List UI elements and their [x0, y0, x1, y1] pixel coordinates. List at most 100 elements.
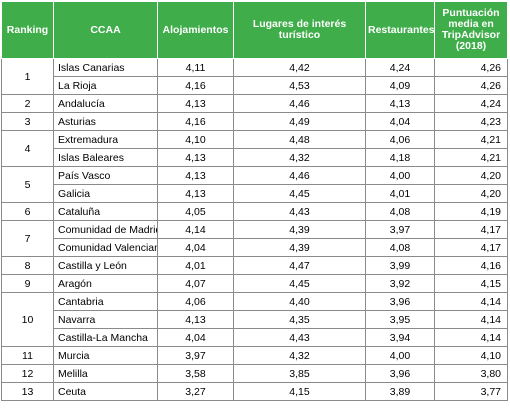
ccaa-cell: Ceuta [53, 382, 158, 401]
restaurantes-cell: 3,97 [365, 220, 435, 239]
table-row: 12 Melilla 3,58 3,85 3,96 3,80 [1, 364, 508, 383]
lugares-cell: 4,40 [233, 292, 366, 311]
lugares-cell: 4,45 [233, 184, 366, 203]
puntuacion-cell: 4,26 [434, 76, 508, 95]
ccaa-cell: Asturias [53, 112, 158, 131]
table-row: 11 Murcia 3,97 4,32 4,00 4,10 [1, 346, 508, 365]
ranking-cell: 1 [1, 58, 54, 95]
ccaa-cell: Aragón [53, 274, 158, 293]
table-row: La Rioja 4,16 4,53 4,09 4,26 [2, 76, 508, 95]
alojamientos-cell: 4,11 [157, 58, 234, 77]
restaurantes-cell: 3,89 [365, 382, 435, 401]
puntuacion-cell: 4,21 [434, 130, 508, 149]
header-lugares: Lugares de interés turístico [233, 1, 366, 59]
ranking-cell: 3 [1, 112, 54, 131]
table-row: 5 País Vasco 4,13 4,46 4,00 4,20 [1, 166, 508, 203]
alojamientos-cell: 4,07 [157, 274, 234, 293]
lugares-cell: 4,32 [233, 148, 366, 167]
restaurantes-cell: 3,96 [365, 292, 435, 311]
table-row: 8 Castilla y León 4,01 4,47 3,99 4,16 [1, 256, 508, 275]
alojamientos-cell: 4,16 [157, 112, 234, 131]
alojamientos-cell: 4,01 [157, 256, 234, 275]
restaurantes-cell: 4,13 [365, 94, 435, 113]
restaurantes-cell: 3,94 [365, 328, 435, 347]
ranking-cell: 11 [1, 346, 54, 365]
ccaa-cell: Castilla-La Mancha [53, 328, 158, 347]
table-row: Galicia 4,13 4,45 4,01 4,20 [2, 184, 508, 203]
alojamientos-cell: 4,06 [157, 292, 234, 311]
lugares-cell: 4,39 [233, 220, 366, 239]
ccaa-cell: Galicia [53, 184, 158, 203]
lugares-cell: 4,15 [233, 382, 366, 401]
puntuacion-cell: 4,14 [434, 328, 508, 347]
puntuacion-cell: 4,26 [434, 58, 508, 77]
alojamientos-cell: 4,10 [157, 130, 234, 149]
ccaa-cell: Castilla y León [53, 256, 158, 275]
puntuacion-cell: 4,20 [434, 184, 508, 203]
alojamientos-cell: 4,16 [157, 76, 234, 95]
ranking-table: Ranking CCAA Alojamientos Lugares de int… [1, 1, 508, 401]
alojamientos-cell: 3,58 [157, 364, 234, 383]
ccaa-cell: Islas Baleares [53, 148, 158, 167]
ccaa-cell: Extremadura [53, 130, 158, 149]
restaurantes-cell: 4,00 [365, 346, 435, 365]
puntuacion-cell: 4,24 [434, 94, 508, 113]
puntuacion-cell: 4,20 [434, 166, 508, 185]
restaurantes-cell: 4,06 [365, 130, 435, 149]
ccaa-cell: La Rioja [53, 76, 158, 95]
ranking-cell: 6 [1, 202, 54, 221]
puntuacion-cell: 4,17 [434, 238, 508, 257]
lugares-cell: 4,53 [233, 76, 366, 95]
puntuacion-cell: 4,23 [434, 112, 508, 131]
table-row: 1 Islas Canarias 4,11 4,42 4,24 4,26 [1, 58, 508, 95]
alojamientos-cell: 4,13 [157, 166, 234, 185]
alojamientos-cell: 4,05 [157, 202, 234, 221]
lugares-cell: 4,48 [233, 130, 366, 149]
restaurantes-cell: 4,24 [365, 58, 435, 77]
lugares-cell: 4,46 [233, 94, 366, 113]
table-row: Castilla-La Mancha 4,04 4,43 3,94 4,14 [2, 328, 508, 347]
restaurantes-cell: 3,92 [365, 274, 435, 293]
lugares-cell: 4,45 [233, 274, 366, 293]
lugares-cell: 3,85 [233, 364, 366, 383]
table-row: 7 Comunidad de Madrid 4,14 4,39 3,97 4,17 [1, 220, 508, 257]
puntuacion-cell: 4,10 [434, 346, 508, 365]
puntuacion-cell: 3,80 [434, 364, 508, 383]
alojamientos-cell: 4,13 [157, 184, 234, 203]
ccaa-cell: País Vasco [53, 166, 158, 185]
alojamientos-cell: 4,13 [157, 94, 234, 113]
header-alojamientos: Alojamientos [157, 1, 234, 59]
puntuacion-cell: 4,14 [434, 310, 508, 329]
restaurantes-cell: 4,18 [365, 148, 435, 167]
lugares-cell: 4,49 [233, 112, 366, 131]
lugares-cell: 4,35 [233, 310, 366, 329]
ccaa-cell: Murcia [53, 346, 158, 365]
table-row: 6 Cataluña 4,05 4,43 4,08 4,19 [1, 202, 508, 221]
restaurantes-cell: 4,08 [365, 202, 435, 221]
ranking-cell: 9 [1, 274, 54, 293]
ranking-cell: 10 [1, 292, 54, 347]
restaurantes-cell: 4,08 [365, 238, 435, 257]
puntuacion-cell: 4,19 [434, 202, 508, 221]
lugares-cell: 4,47 [233, 256, 366, 275]
lugares-cell: 4,42 [233, 58, 366, 77]
restaurantes-cell: 3,99 [365, 256, 435, 275]
puntuacion-cell: 4,17 [434, 220, 508, 239]
ccaa-cell: Andalucía [53, 94, 158, 113]
ranking-cell: 8 [1, 256, 54, 275]
alojamientos-cell: 4,04 [157, 328, 234, 347]
ranking-cell: 4 [1, 130, 54, 167]
restaurantes-cell: 4,09 [365, 76, 435, 95]
lugares-cell: 4,32 [233, 346, 366, 365]
table-row: Navarra 4,13 4,35 3,95 4,14 [2, 310, 508, 329]
lugares-cell: 4,43 [233, 328, 366, 347]
puntuacion-cell: 4,21 [434, 148, 508, 167]
puntuacion-cell: 4,15 [434, 274, 508, 293]
lugares-cell: 4,46 [233, 166, 366, 185]
table-row: 3 Asturias 4,16 4,49 4,04 4,23 [1, 112, 508, 131]
ccaa-cell: Comunidad de Madrid [53, 220, 158, 239]
alojamientos-cell: 3,27 [157, 382, 234, 401]
header-ranking: Ranking [1, 1, 54, 59]
table-row: 13 Ceuta 3,27 4,15 3,89 3,77 [1, 382, 508, 401]
header-puntuacion: Puntuación media en TripAdvisor (2018) [434, 1, 508, 59]
